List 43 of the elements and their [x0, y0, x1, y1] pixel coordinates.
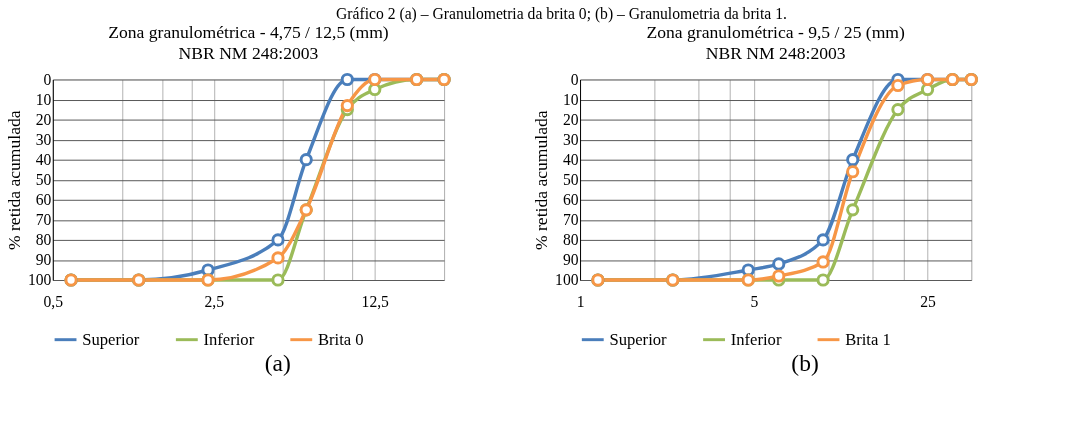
- chart-title: Zona granulométrica - 4,75 / 12,5 (mm): [108, 22, 389, 43]
- y-tick-label: 100: [27, 271, 52, 289]
- y-tick-label: 50: [562, 171, 579, 189]
- x-tick-label: 0,5: [43, 292, 64, 310]
- y-tick-label: 90: [562, 251, 579, 269]
- y-tick-label: 60: [35, 191, 52, 209]
- y-tick-label: 40: [562, 151, 579, 169]
- text: (b): [791, 349, 819, 376]
- y-tick-label: 70: [35, 211, 52, 229]
- x-tick-label: 12,5: [361, 292, 390, 310]
- y-tick-label: 30: [562, 131, 579, 149]
- legend-label: Inferior: [730, 329, 782, 349]
- x-tick-label: 2,5: [204, 292, 225, 310]
- text: Gráfico 2 (a) – Granulometria da brita 0; (b) – Granulometria da brita 1.: [336, 4, 787, 23]
- y-tick-label: 50: [35, 171, 52, 189]
- x-tick-label: 5: [750, 292, 759, 310]
- y-tick-label: 10: [35, 90, 52, 108]
- y-tick-label: 80: [562, 231, 579, 249]
- text: (a): [264, 349, 291, 376]
- y-tick-label: 80: [35, 231, 52, 249]
- legend-label: Brita 1: [845, 329, 891, 349]
- chart-subtitle: NBR NM 248:2003: [705, 42, 846, 63]
- y-tick-label: 0: [43, 70, 52, 88]
- legend-label: Superior: [609, 329, 668, 349]
- y-tick-label: 40: [35, 151, 52, 169]
- y-tick-label: 20: [35, 110, 52, 128]
- y-tick-label: 10: [562, 90, 579, 108]
- y-tick-label: 60: [562, 191, 579, 209]
- legend-label: Brita 0: [317, 329, 364, 349]
- x-tick-label: 1: [576, 292, 585, 310]
- y-tick-label: 70: [562, 211, 579, 229]
- chart-title: Zona granulométrica - 9,5 / 25 (mm): [646, 22, 906, 43]
- y-axis-title: % retida acumulada: [531, 110, 552, 251]
- y-axis-title: % retida acumulada: [4, 110, 25, 251]
- x-tick-label: 25: [920, 292, 937, 310]
- legend-label: Inferior: [203, 329, 255, 349]
- y-tick-label: 20: [562, 110, 579, 128]
- y-tick-label: 30: [35, 131, 52, 149]
- y-tick-label: 0: [570, 70, 579, 88]
- chart-subtitle: NBR NM 248:2003: [178, 42, 319, 63]
- y-tick-label: 100: [555, 271, 579, 289]
- legend-label: Superior: [82, 329, 140, 349]
- y-tick-label: 90: [35, 251, 52, 269]
